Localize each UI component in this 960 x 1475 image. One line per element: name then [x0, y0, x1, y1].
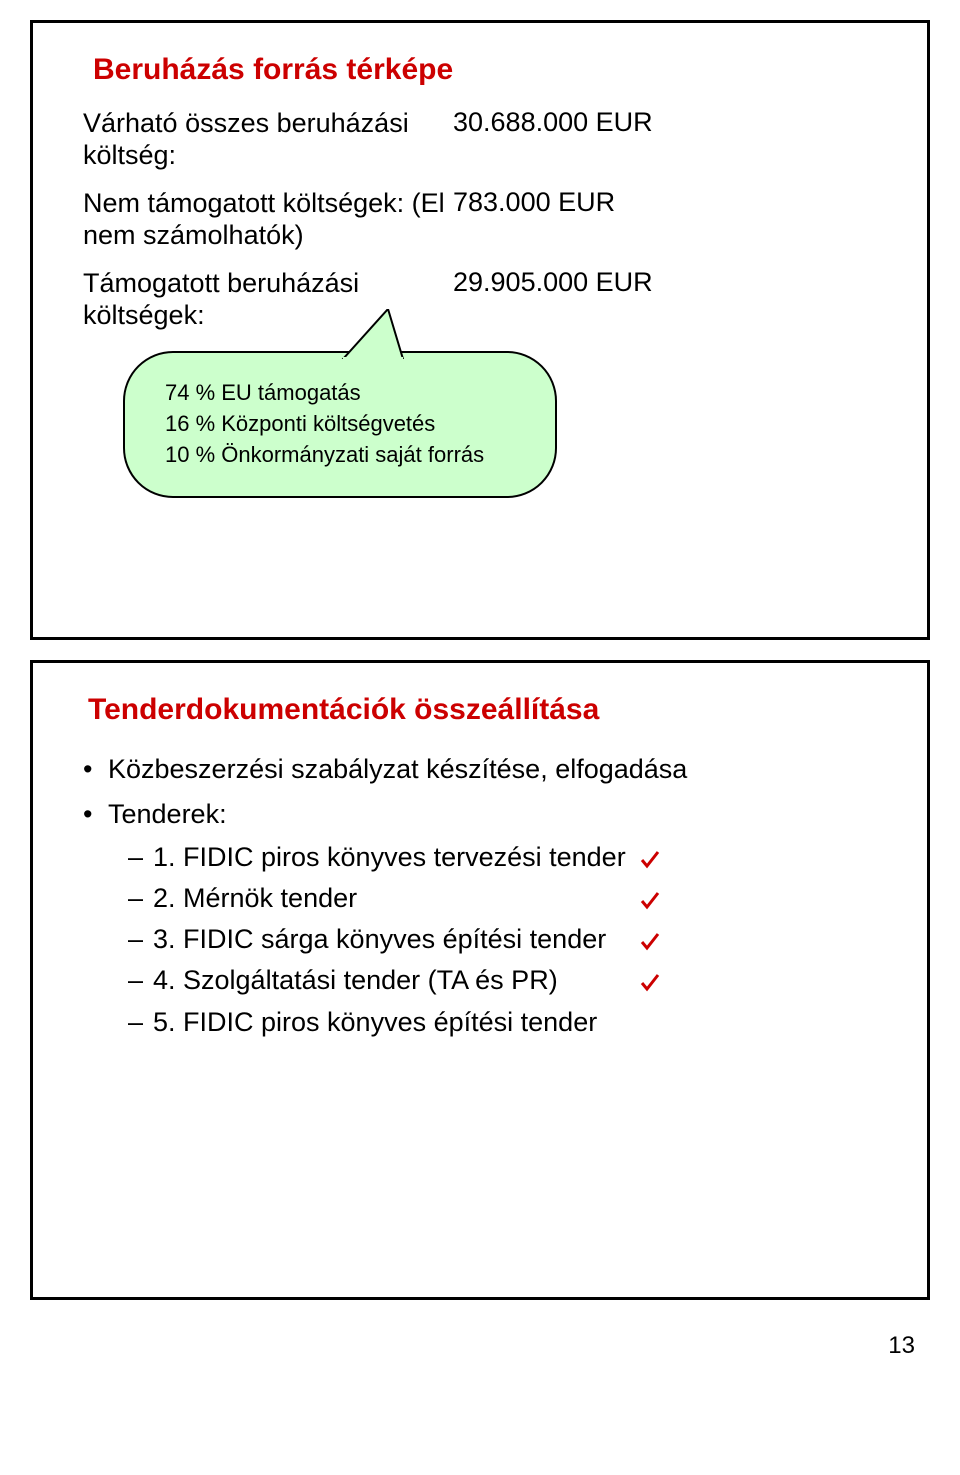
tender-item-1: 1. FIDIC piros könyves tervezési tender — [128, 840, 877, 875]
tender-item-4: 4. Szolgáltatási tender (TA és PR) — [128, 963, 877, 998]
slide-tender-docs: Tenderdokumentációk összeállítása Közbes… — [30, 660, 930, 1300]
callout-line1: 74 % EU támogatás — [165, 378, 515, 409]
row-total-cost: Várható összes beruházási költség: 30.68… — [83, 107, 877, 172]
check-icon — [638, 969, 662, 993]
tender-item-2: 2. Mérnök tender — [128, 881, 877, 916]
slide1-title: Beruházás forrás térképe — [93, 53, 877, 87]
check-icon — [638, 887, 662, 911]
callout-tail-icon — [333, 309, 413, 359]
value-unsupported: 783.000 EUR — [453, 187, 615, 252]
callout-line3: 10 % Önkormányzati saját forrás — [165, 440, 515, 471]
page-number: 13 — [888, 1332, 915, 1360]
callout-line2: 16 % Központi költségvetés — [165, 409, 515, 440]
label-unsupported: Nem támogatott költségek: (El nem számol… — [83, 187, 453, 252]
label-total-cost: Várható összes beruházási költség: — [83, 107, 453, 172]
value-supported: 29.905.000 EUR — [453, 267, 653, 332]
value-total-cost: 30.688.000 EUR — [453, 107, 653, 172]
row-unsupported: Nem támogatott költségek: (El nem számol… — [83, 187, 877, 252]
slide-investment-sources: Beruházás forrás térképe Várható összes … — [30, 20, 930, 640]
tender-sub-list: 1. FIDIC piros könyves tervezési tender … — [128, 840, 877, 1039]
tender-item-5: 5. FIDIC piros könyves építési tender — [128, 1005, 877, 1040]
callout-bubble: 74 % EU támogatás 16 % Központi költségv… — [123, 351, 557, 497]
bullet-list: Közbeszerzési szabályzat készítése, elfo… — [83, 752, 877, 1040]
check-icon — [638, 846, 662, 870]
bullet-procurement-policy: Közbeszerzési szabályzat készítése, elfo… — [83, 752, 877, 787]
callout-funding-breakdown: 74 % EU támogatás 16 % Központi költségv… — [123, 351, 877, 497]
tender-item-3: 3. FIDIC sárga könyves építési tender — [128, 922, 877, 957]
row-supported: Támogatott beruházási költségek: 29.905.… — [83, 267, 877, 332]
slide2-title: Tenderdokumentációk összeállítása — [88, 693, 877, 727]
check-icon — [638, 928, 662, 952]
bullet-tenders: Tenderek: 1. FIDIC piros könyves tervezé… — [83, 797, 877, 1040]
